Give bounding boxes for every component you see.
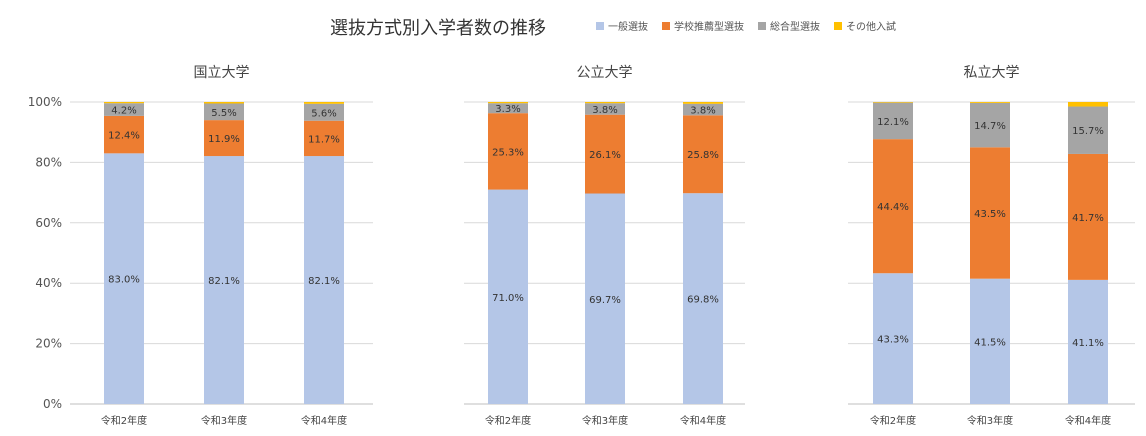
category-label-kouritsu: 令和4年度 — [680, 414, 726, 427]
bar-shiritsu-other — [970, 102, 1010, 103]
bar-kouritsu-school-recommendation — [683, 115, 723, 194]
data-label-kouritsu-school-recommendation: 25.8% — [687, 150, 719, 161]
bar-shiritsu-school-recommendation — [970, 147, 1010, 279]
category-label-shiritsu: 令和4年度 — [1065, 414, 1111, 427]
data-label-shiritsu-general: 43.3% — [877, 335, 909, 346]
data-label-kouritsu-comprehensive: 3.8% — [690, 106, 715, 117]
bar-shiritsu-other — [873, 102, 913, 103]
bar-shiritsu-school-recommendation — [1068, 153, 1108, 280]
category-label-kokuritsu: 令和3年度 — [201, 414, 247, 427]
data-label-shiritsu-general: 41.5% — [974, 337, 1006, 348]
bar-kokuritsu-school-recommendation — [304, 120, 344, 157]
data-label-kokuritsu-comprehensive: 4.2% — [111, 106, 136, 117]
data-label-kouritsu-school-recommendation: 26.1% — [589, 150, 621, 161]
legend-item-other: その他入試 — [834, 18, 896, 33]
bar-shiritsu-general — [873, 273, 913, 404]
legend-item-comprehensive: 総合型選抜 — [758, 18, 820, 33]
bar-shiritsu-school-recommendation — [873, 139, 913, 274]
category-label-kouritsu: 令和3年度 — [582, 414, 628, 427]
bar-kouritsu-comprehensive — [585, 103, 625, 115]
bar-kouritsu-other — [683, 102, 723, 104]
panel-title-kokuritsu: 国立大学 — [194, 65, 250, 81]
data-label-kokuritsu-comprehensive: 5.5% — [211, 108, 236, 119]
category-label-kokuritsu: 令和4年度 — [301, 414, 347, 427]
legend-swatch-comprehensive — [758, 21, 766, 30]
bar-shiritsu-comprehensive — [1068, 106, 1108, 154]
category-label-kouritsu: 令和2年度 — [485, 414, 531, 427]
category-label-shiritsu: 令和2年度 — [870, 414, 916, 427]
bar-kokuritsu-other — [304, 102, 344, 104]
bar-kouritsu-general — [585, 193, 625, 404]
bar-kokuritsu-other — [204, 102, 244, 104]
data-label-kokuritsu-school-recommendation: 11.9% — [208, 134, 240, 145]
legend-label-other: その他入試 — [846, 22, 896, 33]
bar-shiritsu-comprehensive — [970, 102, 1010, 148]
legend-swatch-general — [596, 21, 604, 30]
bar-kokuritsu-other — [104, 102, 144, 104]
data-label-kokuritsu-general: 83.0% — [108, 275, 140, 286]
data-label-shiritsu-school-recommendation: 44.4% — [877, 202, 909, 213]
data-label-kokuritsu-school-recommendation: 12.4% — [108, 131, 140, 142]
data-label-kokuritsu-general: 82.1% — [208, 276, 240, 287]
y-tick-label-kokuritsu: 20% — [35, 337, 62, 351]
data-label-kokuritsu-general: 82.1% — [308, 276, 340, 287]
bar-kouritsu-general — [683, 193, 723, 404]
legend-label-school-recommendation: 学校推薦型選抜 — [674, 22, 744, 33]
legend-swatch-school-recommendation — [662, 21, 670, 30]
bar-kouritsu-comprehensive — [488, 103, 528, 114]
data-label-kokuritsu-comprehensive: 5.6% — [311, 108, 336, 119]
bar-shiritsu-comprehensive — [873, 102, 913, 140]
legend-swatch-other — [834, 21, 842, 30]
bar-kokuritsu-school-recommendation — [204, 120, 244, 157]
legend-label-comprehensive: 総合型選抜 — [770, 22, 820, 33]
data-label-kouritsu-general: 69.7% — [589, 295, 621, 306]
bar-kouritsu-general — [488, 189, 528, 404]
data-label-kouritsu-general: 71.0% — [492, 293, 524, 304]
y-tick-label-kokuritsu: 60% — [35, 216, 62, 230]
category-label-kokuritsu: 令和2年度 — [101, 414, 147, 427]
panel-title-shiritsu: 私立大学 — [964, 65, 1020, 81]
bar-shiritsu-other — [1068, 102, 1108, 107]
data-label-shiritsu-general: 41.1% — [1072, 338, 1104, 349]
bar-kokuritsu-comprehensive — [304, 103, 344, 121]
chart-title: 選抜方式別入学者数の推移 — [330, 18, 546, 39]
bar-kouritsu-comprehensive — [683, 103, 723, 116]
data-label-kokuritsu-school-recommendation: 11.7% — [308, 134, 340, 145]
data-label-kouritsu-comprehensive: 3.8% — [592, 105, 617, 116]
data-label-shiritsu-comprehensive: 15.7% — [1072, 126, 1104, 137]
bar-kokuritsu-school-recommendation — [104, 115, 144, 154]
data-label-shiritsu-school-recommendation: 41.7% — [1072, 213, 1104, 224]
bar-kokuritsu-general — [104, 153, 144, 404]
category-label-shiritsu: 令和3年度 — [967, 414, 1013, 427]
bar-shiritsu-general — [1068, 279, 1108, 404]
y-tick-label-kokuritsu: 80% — [35, 155, 62, 169]
y-tick-label-kokuritsu: 0% — [43, 397, 62, 411]
data-label-shiritsu-school-recommendation: 43.5% — [974, 209, 1006, 220]
panel-title-kouritsu: 公立大学 — [577, 65, 633, 81]
data-label-shiritsu-comprehensive: 12.1% — [877, 117, 909, 128]
legend-label-general: 一般選抜 — [608, 22, 648, 33]
data-label-kouritsu-comprehensive: 3.3% — [495, 104, 520, 115]
bar-kokuritsu-general — [304, 156, 344, 404]
bar-shiritsu-general — [970, 278, 1010, 404]
legend-item-general: 一般選抜 — [596, 18, 648, 33]
bar-kouritsu-school-recommendation — [585, 114, 625, 194]
data-label-shiritsu-comprehensive: 14.7% — [974, 121, 1006, 132]
y-tick-label-kokuritsu: 100% — [28, 95, 62, 109]
legend-item-school-recommendation: 学校推薦型選抜 — [662, 18, 744, 33]
bar-kokuritsu-comprehensive — [204, 103, 244, 121]
data-label-kouritsu-school-recommendation: 25.3% — [492, 147, 524, 158]
bar-kokuritsu-comprehensive — [104, 103, 144, 116]
data-label-kouritsu-general: 69.8% — [687, 295, 719, 306]
bar-kouritsu-school-recommendation — [488, 113, 528, 190]
y-tick-label-kokuritsu: 40% — [35, 276, 62, 290]
bar-kouritsu-other — [488, 102, 528, 104]
bar-kokuritsu-general — [204, 156, 244, 404]
legend: 一般選抜 学校推薦型選抜 総合型選抜 その他入試 — [596, 18, 896, 33]
bar-kouritsu-other — [585, 102, 625, 104]
